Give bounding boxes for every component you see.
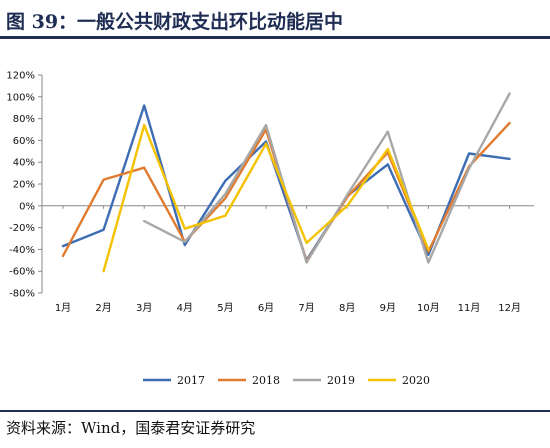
x-tick-label: 11月: [458, 302, 481, 314]
legend-label-2018: 2018: [252, 374, 280, 387]
y-tick-label: 40%: [13, 158, 35, 169]
legend-label-2017: 2017: [177, 374, 205, 387]
y-tick-label: 0%: [19, 201, 35, 212]
y-tick-label: 100%: [6, 92, 35, 103]
source-note: 资料来源：Wind，国泰君安证券研究: [6, 419, 256, 437]
series-line-2019: [143, 92, 511, 264]
source-divider: [0, 410, 550, 412]
x-tick-label: 9月: [380, 302, 396, 314]
x-tick-label: 4月: [177, 302, 193, 314]
legend-label-2020: 2020: [402, 374, 430, 387]
x-tick-label: 2月: [95, 302, 111, 314]
y-tick-label: -80%: [9, 289, 35, 300]
y-tick-label: -20%: [9, 223, 35, 234]
series-line-2020: [102, 123, 430, 273]
x-tick-label: 7月: [298, 302, 314, 314]
x-tick-label: 10月: [417, 302, 440, 314]
x-tick-label: 3月: [136, 302, 152, 314]
x-tick-label: 5月: [217, 302, 233, 314]
line-chart: -80% -60% -40% -20% 0% 20% 40% 60% 80% 100% 120% 1月…: [6, 71, 534, 387]
legend-label-2019: 2019: [327, 374, 355, 387]
x-tick-label: 6月: [258, 302, 274, 314]
x-tick-label: 1月: [55, 302, 71, 314]
x-tick-label: 12月: [498, 302, 521, 314]
y-tick-label: 20%: [13, 180, 35, 191]
x-tick-label: 8月: [339, 302, 355, 314]
y-tick-label: -60%: [9, 267, 35, 278]
y-tick-label: 120%: [6, 71, 35, 82]
y-tick-label: 80%: [13, 114, 35, 125]
title-divider: [0, 36, 550, 39]
series-line-2017: [61, 104, 511, 262]
y-tick-label: -40%: [9, 245, 35, 256]
figure-header: 图 39：一般公共财政支出环比动能居中: [0, 0, 550, 34]
figure-title: 图 39：一般公共财政支出环比动能居中: [6, 11, 344, 33]
y-tick-label: 60%: [13, 136, 35, 147]
